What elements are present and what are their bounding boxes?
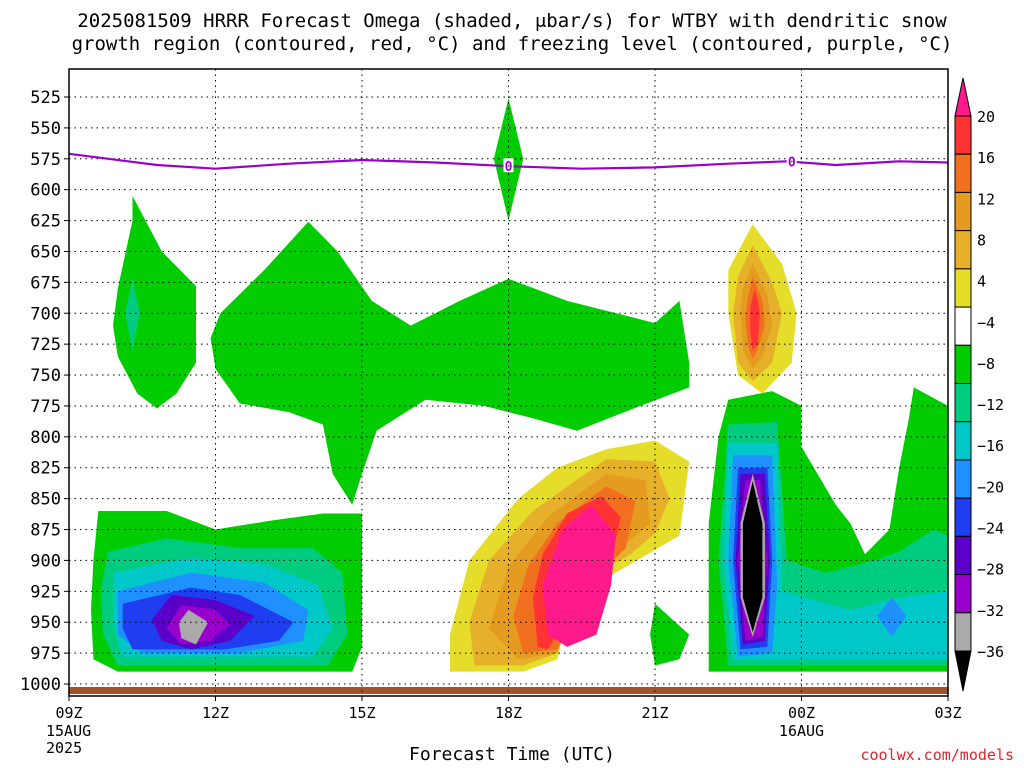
colorbar-top-arrow — [954, 77, 972, 117]
colorbar-label-13: −36 — [977, 643, 1004, 661]
credit-link[interactable]: coolwx.com/models — [860, 746, 1014, 764]
omega-region-21 — [742, 481, 763, 633]
colorbar-segment-13 — [954, 574, 972, 614]
colorbar-segment-2 — [954, 153, 972, 193]
colorbar-label-8: −16 — [977, 437, 1004, 455]
colorbar-label-4: 4 — [977, 273, 986, 291]
omega-region-0 — [113, 195, 196, 409]
y-tick-label-4: 625 — [30, 212, 61, 232]
x-tick-label-6: 03Z — [934, 704, 961, 722]
colorbar-bottom-arrow — [954, 650, 972, 692]
y-tick-label-10: 775 — [30, 397, 61, 417]
chart-title-line-1: 2025081509 HRRR Forecast Omega (shaded, … — [77, 10, 947, 32]
y-tick-label-13: 850 — [30, 490, 61, 510]
y-tick-label-14: 875 — [30, 521, 61, 541]
chart-title-line-2: growth region (contoured, red, °C) and f… — [71, 33, 953, 55]
freezing-label-bg-0 — [503, 158, 514, 173]
colorbar-label-11: −28 — [977, 561, 1004, 579]
colorbar-segment-10 — [954, 459, 972, 499]
colorbar-label-3: 8 — [977, 231, 986, 249]
omega-region-33 — [750, 288, 760, 351]
colorbar-segment-11 — [954, 497, 972, 537]
omega-region-16 — [877, 597, 907, 637]
colorbar-label-1: 16 — [977, 149, 995, 167]
y-tick-label-0: 525 — [30, 88, 61, 108]
colorbar-label-9: −20 — [977, 478, 1004, 496]
colorbar-segment-12 — [954, 535, 972, 576]
y-tick-label-9: 750 — [30, 366, 61, 386]
colorbar-segment-9 — [954, 421, 972, 461]
y-tick-label-19: 1000 — [20, 675, 61, 695]
x-tick-label-2: 15Z — [348, 704, 375, 722]
colorbar-segment-1 — [954, 115, 972, 155]
y-tick-label-3: 600 — [30, 181, 61, 201]
freezing-label-1: 0 — [788, 155, 796, 170]
colorbar-segment-7 — [954, 344, 972, 384]
omega-region-3 — [210, 221, 690, 505]
omega-region-11 — [178, 609, 209, 645]
y-tick-label-18: 975 — [30, 644, 61, 664]
omega-region-28 — [650, 603, 690, 666]
omega-region-27 — [542, 504, 616, 647]
y-tick-label-11: 800 — [30, 428, 61, 448]
x-tick-label-1: 12Z — [202, 704, 229, 722]
colorbar-label-6: −8 — [977, 355, 995, 373]
omega-shaded-regions — [91, 98, 948, 672]
y-tick-label-16: 925 — [30, 582, 61, 602]
y-tick-label-17: 950 — [30, 613, 61, 633]
colorbar-segment-4 — [954, 230, 972, 270]
y-tick-label-15: 900 — [30, 551, 61, 571]
freezing-label-bg-1 — [786, 153, 797, 168]
x-axis-title: Forecast Time (UTC) — [409, 744, 615, 765]
y-tick-label-5: 650 — [30, 242, 61, 262]
colorbar-label-7: −12 — [977, 396, 1004, 414]
colorbar-segment-6 — [954, 306, 972, 346]
grid-lines — [69, 69, 948, 696]
colorbar-segment-5 — [954, 268, 972, 308]
colorbar-label-2: 12 — [977, 190, 995, 208]
colorbar-segment-14 — [954, 612, 972, 652]
x-tick-label-0: 09Z — [55, 704, 82, 722]
y-tick-label-8: 725 — [30, 335, 61, 355]
x-tick-sublabel-0-0: 15AUG — [46, 722, 91, 740]
y-tick-label-2: 575 — [30, 150, 61, 170]
x-tick-label-3: 18Z — [495, 704, 522, 722]
y-axis-ticks: 525 550 575 600 625 650 675 700 725 750 775 800 825 8… — [20, 88, 69, 695]
colorbar-segment-8 — [954, 383, 972, 423]
colorbar-label-0: 20 — [977, 108, 995, 126]
y-tick-label-6: 675 — [30, 273, 61, 293]
colorbar: 20 16 12 8 4 −4 −8 −12 −16 −20 −24 −28 −32 −36 — [954, 77, 1004, 692]
x-tick-label-4: 21Z — [641, 704, 668, 722]
x-tick-sublabel-0-1: 2025 — [46, 739, 82, 757]
omega-region-1 — [125, 278, 140, 351]
colorbar-label-10: −24 — [977, 520, 1004, 538]
y-tick-label-7: 700 — [30, 304, 61, 324]
colorbar-label-12: −32 — [977, 602, 1004, 620]
y-tick-label-12: 825 — [30, 459, 61, 479]
freezing-level-line — [68, 152, 949, 170]
colorbar-label-5: −4 — [977, 314, 995, 332]
x-tick-label-5: 00Z — [788, 704, 815, 722]
colorbar-segment-3 — [954, 191, 972, 232]
x-tick-sublabel-5-0: 16AUG — [779, 722, 824, 740]
freezing-label-0: 0 — [505, 160, 513, 175]
y-tick-label-1: 550 — [30, 119, 61, 139]
